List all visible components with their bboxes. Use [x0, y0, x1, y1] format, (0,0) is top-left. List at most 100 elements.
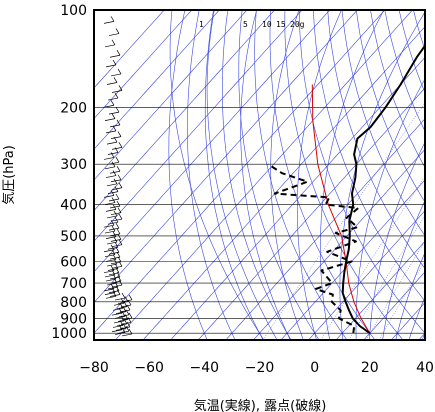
dry-adiabat-line [254, 10, 348, 340]
wind-barb-flag [115, 222, 120, 229]
wind-barb-flag [110, 100, 115, 106]
wind-barb [106, 82, 118, 85]
x-axis-label: 気温(実線), 露点(破線) [194, 398, 327, 412]
x-tick-labels: −80 −60 −40 −20 0 20 40 [79, 360, 434, 376]
wind-barb-flag [116, 271, 121, 278]
wind-barb-flag [128, 328, 133, 335]
mixing-ratio-line [378, 260, 425, 340]
wind-barb-flag [111, 287, 116, 293]
wind-barb-flag [125, 325, 130, 332]
isotherm-line [94, 10, 386, 334]
isotherm-line [335, 240, 425, 340]
wind-barb-flag [111, 269, 116, 276]
y-tick-label: 500 [60, 229, 87, 245]
wind-barb-flag [125, 309, 130, 315]
wind-barb [104, 202, 116, 205]
plot-frame [93, 9, 426, 341]
wind-barb [107, 191, 119, 194]
wind-barb [121, 299, 133, 303]
x-tick-label: −20 [245, 360, 275, 376]
wind-barb-flag [112, 273, 117, 280]
x-tick-label: −40 [190, 360, 220, 376]
x-tick-label: 20 [361, 360, 379, 376]
y-tick-label: 100 [60, 3, 87, 19]
isotherm-line [225, 118, 425, 340]
wind-barb [104, 118, 116, 121]
wind-barb [112, 308, 124, 311]
wind-barb [116, 323, 128, 327]
wind-barb [111, 284, 123, 288]
wind-barb [108, 111, 120, 115]
moist-adiabat-line [339, 11, 425, 340]
wind-barb [121, 317, 133, 321]
wind-barb [105, 209, 117, 212]
wind-barb [105, 130, 117, 134]
wind-barb [120, 304, 132, 308]
wind-barb [118, 330, 130, 334]
wind-barb-flag [118, 279, 123, 286]
wind-barb-flag [117, 234, 122, 240]
wind-barb-flag [118, 142, 123, 148]
wind-barb-flag [116, 200, 121, 207]
wind-barb-flag [128, 294, 133, 301]
wind-barb [114, 332, 126, 335]
wind-barb-flag [113, 77, 118, 83]
mixing-ratio-line [348, 214, 425, 340]
wind-barb [111, 329, 123, 333]
dry-adiabat-line [187, 10, 236, 340]
y-tick-label: 700 [60, 276, 87, 292]
wind-barb [114, 297, 126, 301]
wind-barb [106, 141, 118, 145]
wind-barb-flag [112, 204, 117, 210]
isotherm-line [94, 10, 275, 211]
wind-barb-flag [121, 292, 126, 299]
dry-adiabat-line [284, 10, 404, 340]
moist-adiabat-line [408, 296, 425, 340]
wind-barb-flag [117, 256, 122, 262]
wind-barb-flag [122, 323, 127, 329]
y-tick-label: 200 [60, 100, 87, 116]
wind-barb-flag [111, 39, 116, 46]
moist-adiabat-line [395, 251, 425, 340]
wind-barb [103, 21, 115, 24]
dry-adiabat-line [428, 10, 435, 340]
wind-barb-flag [121, 311, 126, 317]
wind-barb-flag [118, 308, 123, 314]
wind-barb-flag [127, 317, 132, 323]
wind-barb [117, 319, 129, 322]
wind-barb [106, 183, 118, 187]
wind-barb-flag [110, 244, 115, 250]
wind-barb-flag [118, 239, 123, 245]
y-tick-label: 600 [60, 255, 87, 271]
wind-barb-flag [117, 207, 122, 213]
y-tick-label: 400 [60, 198, 87, 214]
wind-barb [110, 73, 122, 77]
wind-barb [103, 288, 115, 292]
isotherm-line [170, 56, 425, 340]
isotherm-line [418, 332, 425, 340]
wind-barb-flag [112, 254, 117, 260]
moist-adiabat-line [206, 10, 278, 340]
wind-barb-flag [115, 247, 120, 253]
wind-barb-flag [115, 193, 120, 200]
wind-barb [111, 312, 123, 316]
wind-barb-flag [116, 119, 121, 126]
wind-barb-flag [111, 197, 116, 203]
wind-barb-flag [115, 157, 120, 163]
wind-barb [119, 309, 131, 313]
wind-barb [109, 54, 121, 58]
isotherm-line [253, 148, 425, 340]
wind-barb [110, 179, 122, 183]
wind-barb-flag [118, 213, 123, 220]
wind-barb [105, 295, 117, 299]
wind-barb-flag [113, 236, 118, 243]
dry-adiabat-line [238, 10, 320, 340]
wind-barb-flag [112, 170, 117, 176]
wind-barb-flag [110, 190, 115, 196]
wind-barb [117, 301, 129, 304]
wind-barb-flag [116, 289, 121, 295]
mixing-ratio-label: 20g [290, 20, 305, 29]
wind-barb-flag [115, 106, 120, 113]
x-tick-label: −60 [134, 360, 164, 376]
